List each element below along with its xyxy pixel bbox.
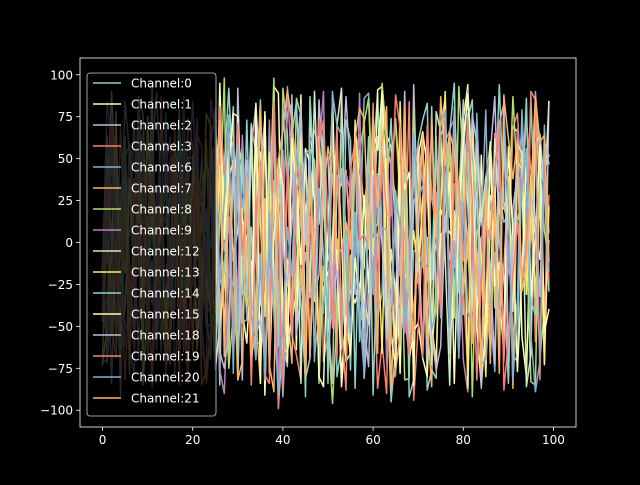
- legend-label: Channel:20: [131, 371, 200, 385]
- legend-box: [86, 72, 217, 417]
- legend-label: Channel:12: [131, 245, 200, 259]
- x-tick-label: 100: [542, 433, 565, 447]
- y-tick-label: 50: [58, 152, 73, 166]
- y-tick-label: 75: [58, 110, 73, 124]
- legend-label: Channel:21: [131, 392, 200, 406]
- y-tick-label: 0: [65, 236, 73, 250]
- legend-label: Channel:19: [131, 350, 200, 364]
- x-tick-label: 20: [185, 433, 200, 447]
- legend: Channel:0 Channel:1 Channel:2 Channel:3 Chan…: [86, 72, 217, 417]
- y-tick-label: −25: [48, 278, 73, 292]
- y-tick-label: 100: [50, 68, 73, 82]
- x-tick-label: 40: [275, 433, 290, 447]
- legend-label: Channel:1: [131, 98, 192, 112]
- legend-label: Channel:15: [131, 308, 200, 322]
- y-tick-label: −50: [48, 320, 73, 334]
- y-axis: 100 75 50 25 0 −25 −50 −75 −100: [40, 68, 80, 418]
- legend-label: Channel:8: [131, 203, 192, 217]
- legend-label: Channel:18: [131, 329, 200, 343]
- x-tick-label: 60: [365, 433, 380, 447]
- y-tick-label: 25: [58, 194, 73, 208]
- y-tick-label: −75: [48, 362, 73, 376]
- legend-label: Channel:13: [131, 266, 200, 280]
- y-tick-label: −100: [40, 404, 73, 418]
- x-tick-label: 0: [99, 433, 107, 447]
- legend-label: Channel:6: [131, 161, 192, 175]
- legend-label: Channel:7: [131, 182, 192, 196]
- legend-label: Channel:0: [131, 77, 192, 91]
- legend-label: Channel:2: [131, 119, 192, 133]
- legend-label: Channel:9: [131, 224, 192, 238]
- legend-label: Channel:3: [131, 140, 192, 154]
- x-tick-label: 80: [456, 433, 471, 447]
- legend-label: Channel:14: [131, 287, 200, 301]
- x-axis: 0 20 40 60 80 100: [99, 427, 565, 447]
